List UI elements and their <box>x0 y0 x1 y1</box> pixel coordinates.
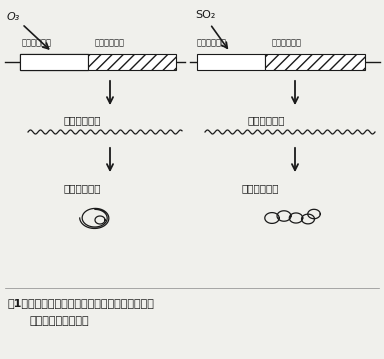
Text: 調節遣伝子ａ: 調節遣伝子ａ <box>22 38 52 47</box>
Bar <box>197 54 265 70</box>
Text: タンパク貪ｂ: タンパク貪ｂ <box>242 183 280 193</box>
Text: 調節遣伝子ｂ: 調節遣伝子ｂ <box>197 38 227 47</box>
Text: 構造遣伝子ａ: 構造遣伝子ａ <box>95 38 125 47</box>
Text: 構造遣伝子ｂ: 構造遣伝子ｂ <box>272 38 302 47</box>
Text: 図1　異なる大気氚染ガスによりタンパク質が成: 図1 異なる大気氚染ガスによりタンパク質が成 <box>8 298 155 308</box>
Text: O₃: O₃ <box>7 12 20 22</box>
Text: 伝令ＲＮＡａ: 伝令ＲＮＡａ <box>63 115 101 125</box>
Bar <box>20 54 88 70</box>
Text: SO₂: SO₂ <box>195 10 215 20</box>
Text: される道筋の模式図: される道筋の模式図 <box>30 316 89 326</box>
Bar <box>20 54 88 70</box>
Bar <box>88 54 176 70</box>
Text: 伝令ＲＮＡｂ: 伝令ＲＮＡｂ <box>248 115 285 125</box>
Text: タンパク貪ａ: タンパク貪ａ <box>63 183 101 193</box>
Bar <box>20 54 88 70</box>
Bar <box>265 54 365 70</box>
